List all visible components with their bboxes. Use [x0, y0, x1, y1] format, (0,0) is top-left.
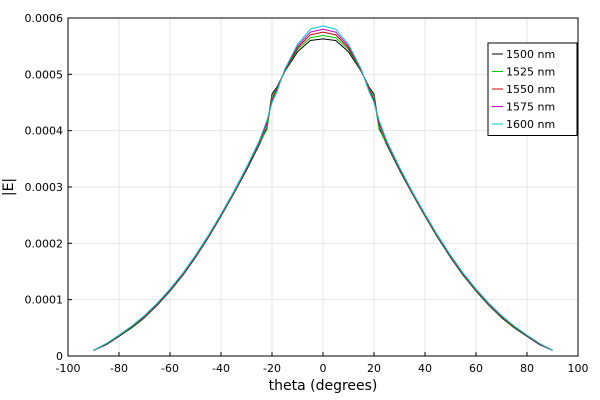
legend-entry: 1550 nm — [506, 83, 555, 96]
x-tick-label: 80 — [520, 362, 534, 375]
x-tick-label: -20 — [263, 362, 281, 375]
legend: 1500 nm 1525 nm 1550 nm 1575 nm 1600 nm — [487, 42, 578, 136]
y-tick-label: 0.0002 — [25, 237, 64, 250]
series-line-1600-nm — [93, 25, 553, 351]
x-tick-label: 0 — [320, 362, 327, 375]
y-axis-ticks: 0 0.0001 0.0002 0.0003 0.0004 0.0005 0.0006 — [25, 12, 72, 363]
series-lines — [93, 25, 553, 351]
legend-entry: 1575 nm — [506, 101, 555, 114]
y-axis-label: |E| — [1, 178, 17, 196]
legend-entry: 1525 nm — [506, 66, 555, 79]
y-tick-label: 0 — [56, 350, 63, 363]
x-axis-label: theta (degrees) — [269, 378, 378, 394]
x-tick-label: -60 — [161, 362, 179, 375]
x-tick-label: -80 — [110, 362, 128, 375]
x-tick-label: -40 — [212, 362, 230, 375]
legend-entry: 1500 nm — [506, 48, 555, 61]
legend-entry: 1600 nm — [506, 118, 555, 131]
y-tick-label: 0.0003 — [25, 181, 64, 194]
x-tick-label: 40 — [418, 362, 432, 375]
y-tick-label: 0.0001 — [25, 294, 64, 307]
y-tick-label: 0.0005 — [25, 68, 64, 81]
x-axis-ticks: -100 -80 -60 -40 -20 0 20 40 60 80 100 — [56, 352, 589, 375]
y-tick-label: 0.0004 — [25, 125, 64, 138]
y-tick-label: 0.0006 — [25, 12, 64, 25]
x-tick-label: 100 — [568, 362, 589, 375]
x-tick-label: -100 — [56, 362, 81, 375]
x-tick-label: 60 — [469, 362, 483, 375]
x-tick-label: 20 — [367, 362, 381, 375]
